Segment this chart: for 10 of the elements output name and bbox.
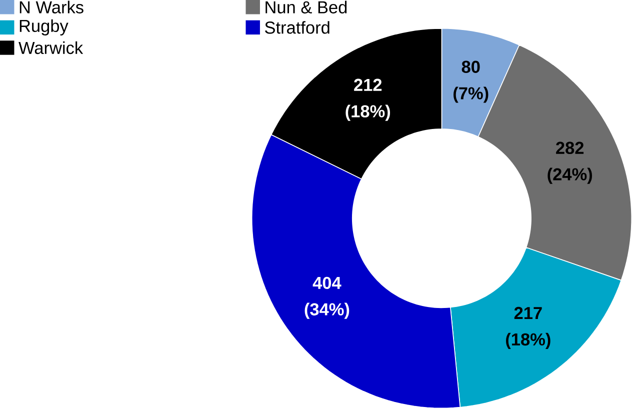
data-label: 404 (34%) [304, 277, 350, 320]
legend-label: N Warks [20, 0, 84, 14]
legend-label: Warwick [18, 42, 84, 54]
legend-label: Nun & Bed [266, 0, 347, 14]
data-label: 217 (18%) [506, 307, 550, 350]
data-label: 80 (7%) [454, 60, 488, 103]
data-label: 212 (18%) [346, 78, 390, 122]
legend-label: Rugby [20, 20, 68, 36]
data-label: 282 (24%) [548, 142, 592, 184]
legend-label: Stratford [265, 21, 330, 34]
